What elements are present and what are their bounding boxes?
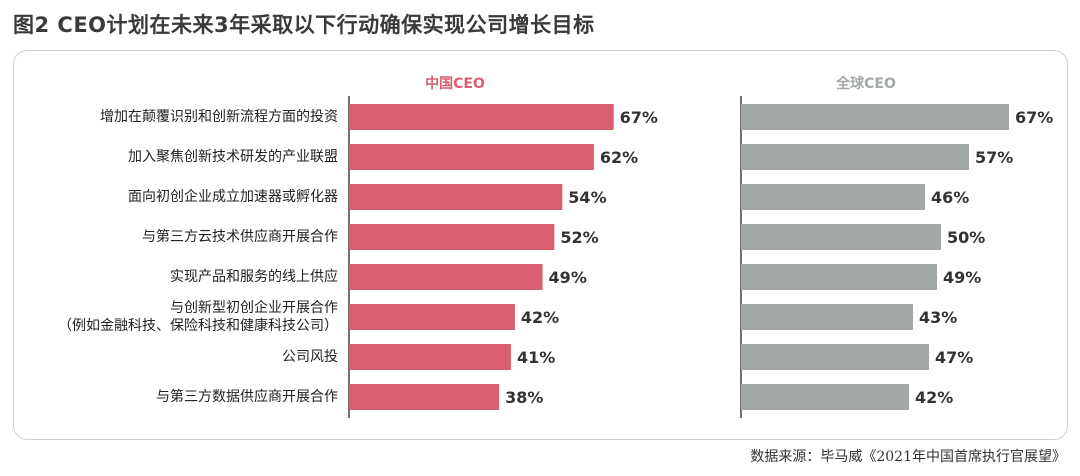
data-label: 54% xyxy=(568,188,606,207)
bar xyxy=(349,384,500,410)
bar xyxy=(349,264,543,290)
data-label: 49% xyxy=(549,268,587,287)
bar xyxy=(741,104,1009,130)
data-label: 47% xyxy=(935,348,973,367)
bar xyxy=(349,144,594,170)
category-label: 与第三方云技术供应商开展合作 xyxy=(142,229,338,245)
bar xyxy=(741,264,937,290)
source-note: 数据来源：毕马威《2021年中国首席执行官展望》 xyxy=(750,449,1066,465)
data-label: 62% xyxy=(600,148,638,167)
bar xyxy=(741,304,913,330)
chart-panel xyxy=(13,50,1068,440)
bar xyxy=(741,384,909,410)
category-label: 面向初创企业成立加速器或孵化器 xyxy=(128,189,338,205)
data-label: 67% xyxy=(620,108,658,127)
category-label: 加入聚焦创新技术研发的产业联盟 xyxy=(128,149,338,165)
bar xyxy=(349,344,511,370)
category-label: 与第三方数据供应商开展合作 xyxy=(156,389,338,405)
data-label: 42% xyxy=(915,388,953,407)
bar xyxy=(349,224,555,250)
data-label: 52% xyxy=(560,228,598,247)
bar xyxy=(349,304,515,330)
category-label: 与创新型初创企业开展合作 （例如金融科技、保险科技和健康科技公司） xyxy=(58,300,338,334)
data-label: 67% xyxy=(1015,108,1053,127)
bar xyxy=(349,104,614,130)
data-label: 43% xyxy=(919,308,957,327)
data-label: 49% xyxy=(943,268,981,287)
bar xyxy=(349,184,563,210)
data-label: 41% xyxy=(517,348,555,367)
category-label: 公司风投 xyxy=(282,349,338,365)
series-header: 全球CEO xyxy=(835,75,896,92)
bar xyxy=(741,144,969,170)
series-header: 中国CEO xyxy=(425,75,485,92)
bar xyxy=(741,344,929,370)
bar xyxy=(741,184,925,210)
data-label: 57% xyxy=(975,148,1013,167)
data-label: 46% xyxy=(931,188,969,207)
category-label: 增加在颠覆识别和创新流程方面的投资 xyxy=(100,109,338,125)
bar xyxy=(741,224,941,250)
chart-title: 图2 CEO计划在未来3年采取以下行动确保实现公司增长目标 xyxy=(13,13,595,37)
data-label: 38% xyxy=(505,388,543,407)
data-label: 42% xyxy=(521,308,559,327)
category-label: 实现产品和服务的线上供应 xyxy=(170,269,338,285)
data-label: 50% xyxy=(947,228,985,247)
